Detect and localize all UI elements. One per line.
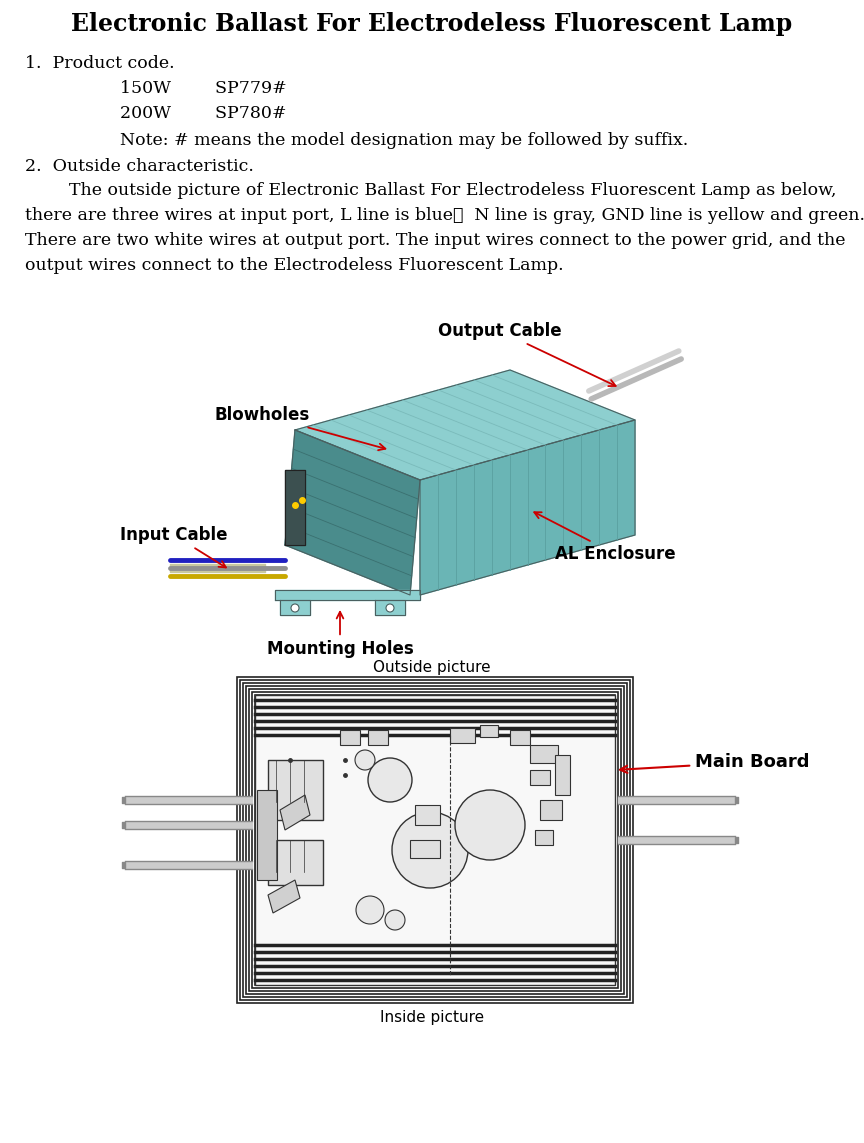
Polygon shape [268,880,300,913]
Circle shape [386,604,394,612]
Bar [252,692,618,988]
Polygon shape [285,470,305,545]
Circle shape [291,604,299,612]
Circle shape [385,910,405,930]
Bar [530,770,550,785]
Bar [510,730,530,745]
Text: 2.  Outside characteristic.: 2. Outside characteristic. [25,158,254,175]
Polygon shape [280,600,310,615]
Polygon shape [280,796,310,830]
Text: The outside picture of Electronic Ballast For Electrodeless Fluorescent Lamp as : The outside picture of Electronic Ballas… [25,182,836,199]
Text: Input Cable: Input Cable [120,526,227,567]
Bar [555,756,570,796]
Text: Main Board: Main Board [620,753,810,773]
Text: AL Enclosure: AL Enclosure [534,512,676,563]
Text: Note: # means the model designation may be followed by suffix.: Note: # means the model designation may … [120,131,689,149]
Bar [246,686,624,994]
Polygon shape [295,370,635,480]
Text: Outside picture: Outside picture [373,660,491,676]
Circle shape [368,758,412,802]
Text: Blowholes: Blowholes [215,406,385,450]
Text: 1.  Product code.: 1. Product code. [25,55,175,72]
Polygon shape [285,430,420,596]
Text: output wires connect to the Electrodeless Fluorescent Lamp.: output wires connect to the Electrodeles… [25,257,563,274]
Text: Output Cable: Output Cable [438,322,616,386]
Bar [240,680,630,1000]
Bar [257,790,277,880]
Text: There are two white wires at output port. The input wires connect to the power g: There are two white wires at output port… [25,232,846,249]
Bar [249,689,621,991]
Circle shape [356,896,384,924]
Bar [415,805,440,825]
Bar [410,840,440,858]
Circle shape [392,812,468,888]
Text: Mounting Holes: Mounting Holes [267,612,413,658]
Bar [268,840,323,885]
Bar [255,695,615,985]
Polygon shape [375,600,405,615]
Bar [268,760,323,820]
Circle shape [355,750,375,770]
Text: Inside picture: Inside picture [380,1010,484,1025]
Bar [450,728,475,743]
Bar [535,830,553,845]
Bar [255,695,615,985]
Text: there are three wires at input port, L line is blue，  N line is gray, GND line i: there are three wires at input port, L l… [25,207,864,224]
Polygon shape [420,419,635,596]
Bar [340,730,360,745]
Bar [237,677,633,1004]
Polygon shape [275,590,420,600]
Bar [368,730,388,745]
Bar [480,725,498,737]
Text: Electronic Ballast For Electrodeless Fluorescent Lamp: Electronic Ballast For Electrodeless Flu… [72,11,792,35]
Bar [530,745,558,764]
Bar [540,800,562,820]
Text: 200W        SP780#: 200W SP780# [120,105,287,122]
Circle shape [455,790,525,860]
Text: 150W        SP779#: 150W SP779# [120,80,287,97]
Bar [243,684,627,997]
